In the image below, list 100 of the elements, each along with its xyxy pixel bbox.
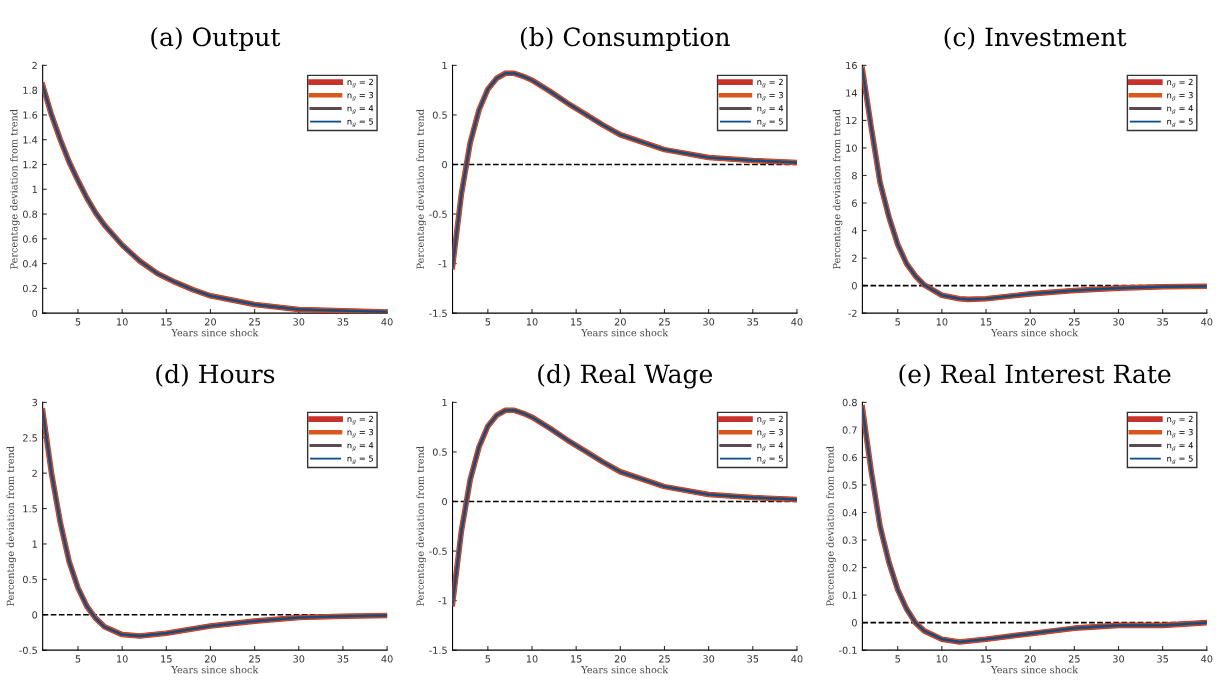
legend-label: n$_{g}$ = 2 xyxy=(757,415,783,425)
legend-label: n$_{g}$ = 5 xyxy=(757,118,783,128)
legend-label: n$_{g}$ = 5 xyxy=(757,455,783,465)
x-tick-label: 30 xyxy=(703,318,715,326)
x-tick-label: 35 xyxy=(1157,318,1168,326)
y-tick-label: 1.4 xyxy=(23,136,38,144)
x-tick-label: 10 xyxy=(936,655,948,663)
y-tick-label: 2 xyxy=(32,61,37,70)
y-tick-label: -0.5 xyxy=(429,547,447,555)
y-tick-label: 0.5 xyxy=(22,575,37,584)
y-tick-label: 1 xyxy=(442,61,447,70)
y-tick-label: -0.5 xyxy=(429,210,447,218)
x-tick-label: 15 xyxy=(571,655,582,663)
x-tick-label: 25 xyxy=(1068,318,1080,326)
x-axis-title: Years since shock xyxy=(171,665,259,674)
x-tick-label: 30 xyxy=(703,655,715,663)
legend-label: n$_{g}$ = 3 xyxy=(757,91,783,101)
x-tick-label: 40 xyxy=(381,655,393,663)
x-tick-label: 5 xyxy=(75,318,81,326)
x-tick-label: 25 xyxy=(249,655,260,663)
x-tick-label: 20 xyxy=(204,655,216,663)
y-tick-label: 0.6 xyxy=(22,235,38,243)
chart-title: (b) Consumption xyxy=(520,26,730,52)
x-tick-label: 20 xyxy=(614,655,626,663)
y-tick-label: 0.2 xyxy=(842,564,857,572)
x-tick-label: 10 xyxy=(526,318,538,326)
x-tick-label: 25 xyxy=(659,318,670,326)
x-tick-label: 25 xyxy=(1068,655,1080,663)
legend-label: n$_{g}$ = 4 xyxy=(347,105,374,114)
y-tick-label: 0.1 xyxy=(842,591,857,599)
y-tick-label: 0.8 xyxy=(842,398,857,407)
y-tick-label: 0.7 xyxy=(842,426,857,434)
legend-label: n$_{g}$ = 4 xyxy=(1167,442,1193,451)
y-tick-label: 0.3 xyxy=(842,536,857,544)
y-axis-title: Percentage deviation from trend xyxy=(10,109,20,269)
x-tick-label: 5 xyxy=(895,655,900,663)
x-tick-label: 40 xyxy=(381,318,393,326)
y-tick-label: 2.5 xyxy=(23,434,37,442)
chart-title: (d) Hours xyxy=(156,363,275,387)
legend-label: n$_{g}$ = 2 xyxy=(347,415,373,425)
legend-label: n$_{g}$ = 5 xyxy=(347,118,373,128)
chart-title: (a) Output xyxy=(151,26,281,52)
x-tick-label: 30 xyxy=(1113,655,1125,663)
x-axis-title: Years since shock xyxy=(581,328,669,337)
legend-label: n$_{g}$ = 4 xyxy=(757,442,784,451)
chart-title: (c) Investment xyxy=(944,26,1127,50)
y-tick-label: -2 xyxy=(848,309,857,317)
y-tick-label: 1.8 xyxy=(23,86,38,94)
x-tick-label: 10 xyxy=(117,318,128,326)
y-tick-label: 0.8 xyxy=(22,210,38,218)
x-tick-label: 15 xyxy=(980,318,992,326)
y-tick-label: 2 xyxy=(852,254,857,262)
legend-label: n$_{g}$ = 3 xyxy=(347,428,374,438)
legend-label: n$_{g}$ = 3 xyxy=(1167,428,1193,438)
y-tick-label: 0 xyxy=(442,497,448,506)
legend-label: n$_{g}$ = 2 xyxy=(347,78,373,88)
x-tick-label: 15 xyxy=(161,318,172,326)
x-tick-label: 15 xyxy=(161,655,172,663)
x-tick-label: 30 xyxy=(1113,318,1125,326)
chart-title: (d) Real Wage xyxy=(538,363,713,389)
x-tick-label: 10 xyxy=(117,655,128,663)
y-tick-label: 4 xyxy=(851,227,857,235)
y-axis-title: Percentage deviation from trend xyxy=(416,109,426,269)
legend-label: n$_{g}$ = 5 xyxy=(347,455,373,465)
y-tick-label: -1.5 xyxy=(429,646,447,654)
chart-title: (e) Real Interest Rate xyxy=(899,363,1171,387)
x-tick-label: 40 xyxy=(791,318,803,326)
y-tick-label: 0.5 xyxy=(432,111,447,119)
x-tick-label: 35 xyxy=(747,655,759,663)
y-tick-label: 0.2 xyxy=(22,284,37,293)
x-axis-title: Years since shock xyxy=(581,665,669,674)
y-tick-label: 0.4 xyxy=(22,260,38,268)
y-tick-label: 0 xyxy=(32,309,38,317)
x-tick-label: 25 xyxy=(659,655,670,663)
y-tick-label: 1.2 xyxy=(23,160,37,169)
y-tick-label: 14 xyxy=(846,89,857,97)
y-tick-label: 0.5 xyxy=(432,448,447,456)
y-axis-title: Percentage deviation from trend xyxy=(416,446,426,606)
y-tick-label: -1.5 xyxy=(429,309,447,317)
x-tick-label: 35 xyxy=(337,318,349,326)
y-tick-label: 3 xyxy=(32,398,38,407)
y-tick-label: 1.5 xyxy=(23,505,37,513)
y-tick-label: 1 xyxy=(32,185,37,193)
y-tick-label: -1 xyxy=(438,597,447,605)
x-tick-label: 5 xyxy=(485,655,491,663)
legend-label: n$_{g}$ = 3 xyxy=(1167,91,1193,101)
legend-label: n$_{g}$ = 3 xyxy=(347,91,374,101)
y-tick-label: 0 xyxy=(851,282,857,290)
legend-label: n$_{g}$ = 2 xyxy=(1167,78,1193,88)
x-tick-label: 30 xyxy=(293,655,305,663)
y-tick-label: 10 xyxy=(846,144,857,152)
y-axis-title: Percentage deviation from trend xyxy=(832,109,843,269)
y-tick-label: 0.5 xyxy=(842,481,857,489)
x-axis-title: Years since shock xyxy=(171,328,259,337)
y-tick-label: 0.6 xyxy=(842,453,857,462)
x-tick-label: 40 xyxy=(1201,318,1213,326)
y-tick-label: 0.4 xyxy=(842,508,857,517)
x-tick-label: 5 xyxy=(895,318,900,326)
y-tick-label: 12 xyxy=(846,116,857,125)
y-tick-label: 6 xyxy=(852,199,857,207)
